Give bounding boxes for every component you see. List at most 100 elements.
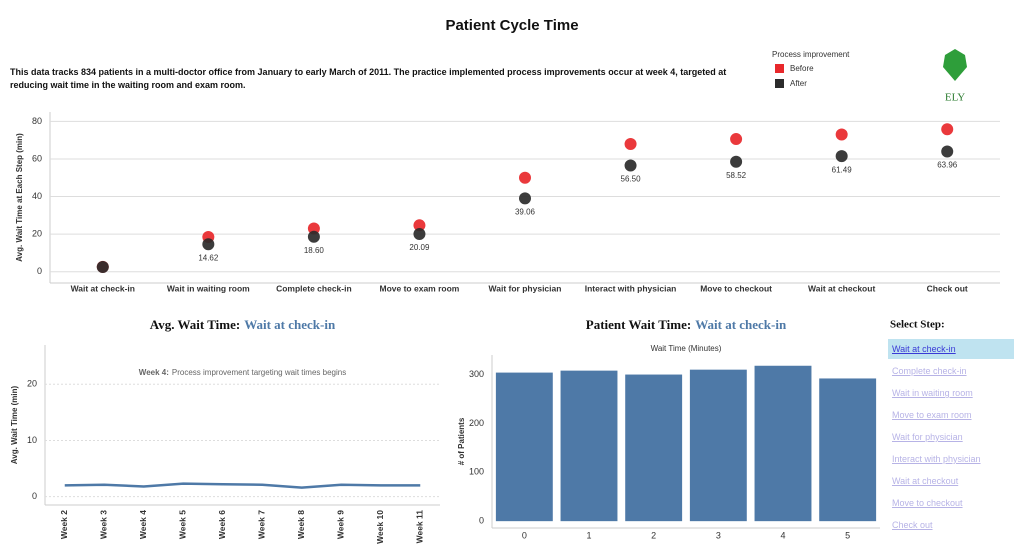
- chart-title: Patient Wait Time: Wait at check-in: [586, 317, 787, 332]
- x-tick-label: Interact with physician: [585, 283, 677, 293]
- dot: [730, 155, 743, 168]
- x-tick-label: Week 8: [296, 510, 306, 539]
- chart-title-step: Wait at check-in: [695, 317, 787, 332]
- dot: [624, 137, 637, 150]
- step-option[interactable]: Move to checkout: [892, 498, 963, 508]
- value-label: 56.50: [621, 175, 642, 184]
- x-axis-title: Wait Time (Minutes): [651, 344, 722, 353]
- y-tick-label: 10: [27, 435, 37, 445]
- dot: [835, 128, 848, 141]
- chart-title-step: Wait at check-in: [244, 317, 336, 332]
- y-tick-label: 0: [32, 491, 37, 501]
- legend-swatch: [775, 64, 784, 73]
- x-tick-label: Move to checkout: [700, 283, 772, 293]
- x-tick-label: 5: [845, 530, 850, 540]
- dot: [519, 192, 531, 205]
- x-tick-label: Wait in waiting room: [167, 283, 250, 293]
- annotation-text: Process improvement targeting wait times…: [172, 368, 346, 377]
- bar: [495, 372, 553, 522]
- step-option[interactable]: Wait at check-in: [888, 339, 1014, 359]
- dot: [730, 133, 743, 146]
- dot: [835, 150, 848, 163]
- y-tick-label: 0: [37, 266, 42, 276]
- dot: [413, 219, 426, 232]
- dot: [96, 261, 109, 274]
- legend-title: Process improvement: [772, 50, 850, 59]
- x-tick-label: Complete check-in: [276, 283, 352, 293]
- step-option[interactable]: Interact with physician: [892, 454, 981, 464]
- x-tick-label: Week 5: [178, 510, 188, 539]
- annotation: Week 4: Process improvement targeting wai…: [139, 368, 346, 377]
- x-tick-label: Week 9: [336, 510, 346, 539]
- step-option[interactable]: Complete check-in: [892, 366, 967, 376]
- step-option[interactable]: Wait at checkout: [892, 476, 959, 486]
- y-axis-title: Avg. Wait Time at Each Step (min): [15, 133, 24, 262]
- x-tick-label: 3: [716, 530, 721, 540]
- dot: [202, 238, 215, 251]
- step-option[interactable]: Move to exam room: [892, 410, 972, 420]
- y-tick-label: 20: [32, 229, 42, 239]
- y-axis-title: Avg. Wait Time (min): [10, 385, 19, 464]
- page-title: Patient Cycle Time: [445, 17, 578, 34]
- x-tick-label: Week 4: [138, 510, 148, 539]
- x-tick-label: Wait at checkout: [808, 283, 875, 293]
- x-tick-label: 4: [780, 530, 785, 540]
- y-tick-label: 60: [32, 153, 42, 163]
- y-tick-label: 0: [479, 516, 484, 526]
- x-tick-label: Wait for physician: [489, 283, 562, 293]
- value-label: 61.49: [832, 165, 853, 174]
- x-tick-label: Week 2: [59, 510, 69, 539]
- value-label: 18.60: [304, 246, 325, 255]
- x-tick-label: Wait at check-in: [71, 283, 135, 293]
- legend-label: Before: [790, 64, 814, 73]
- select-title: Select Step:: [890, 319, 945, 331]
- value-label: 58.52: [726, 171, 747, 180]
- x-tick-label: Move to exam room: [380, 283, 460, 293]
- x-tick-label: Week 6: [217, 510, 227, 539]
- bar: [625, 374, 683, 522]
- x-tick-label: 0: [522, 530, 527, 540]
- x-tick-label: 2: [651, 530, 656, 540]
- dot: [519, 171, 531, 184]
- legend-label: After: [790, 79, 807, 88]
- dot: [413, 227, 426, 240]
- value-label: 20.09: [409, 243, 430, 252]
- bar: [819, 378, 877, 522]
- value-label: 14.62: [198, 253, 219, 262]
- dot: [624, 159, 637, 172]
- y-tick-label: 20: [27, 379, 37, 389]
- chart-title-text: Patient Wait Time:: [586, 317, 691, 332]
- step-option[interactable]: Check out: [892, 520, 933, 530]
- step-option[interactable]: Wait for physician: [892, 432, 963, 442]
- value-label: 39.06: [515, 207, 536, 216]
- dot: [941, 145, 954, 158]
- x-tick-label: Week 10: [375, 510, 385, 544]
- y-axis-title: # of Patients: [457, 417, 466, 465]
- value-label: 63.96: [937, 161, 958, 170]
- x-tick-label: Week 3: [99, 510, 109, 539]
- dot: [307, 222, 320, 235]
- annotation-label: Week 4:: [139, 368, 169, 377]
- legend-swatch: [775, 79, 784, 88]
- bar: [689, 369, 747, 522]
- line: [64, 482, 421, 489]
- y-tick-label: 80: [32, 116, 42, 126]
- bar: [754, 365, 812, 522]
- y-tick-label: 300: [469, 369, 484, 379]
- y-tick-label: 40: [32, 191, 42, 201]
- description: This data tracks 834 patients in a multi…: [10, 67, 727, 90]
- x-tick-label: Check out: [927, 283, 968, 293]
- dot: [941, 123, 954, 136]
- logo: ELY: [945, 92, 965, 104]
- x-tick-label: 1: [586, 530, 591, 540]
- x-tick-label: Week 11: [415, 510, 425, 544]
- y-tick-label: 200: [469, 418, 484, 428]
- y-tick-label: 100: [469, 467, 484, 477]
- x-tick-label: Week 7: [257, 510, 267, 539]
- step-option[interactable]: Wait in waiting room: [892, 388, 973, 398]
- logo-icon: [943, 49, 967, 81]
- dot: [307, 230, 320, 243]
- chart-title: Avg. Wait Time: Wait at check-in: [150, 317, 336, 332]
